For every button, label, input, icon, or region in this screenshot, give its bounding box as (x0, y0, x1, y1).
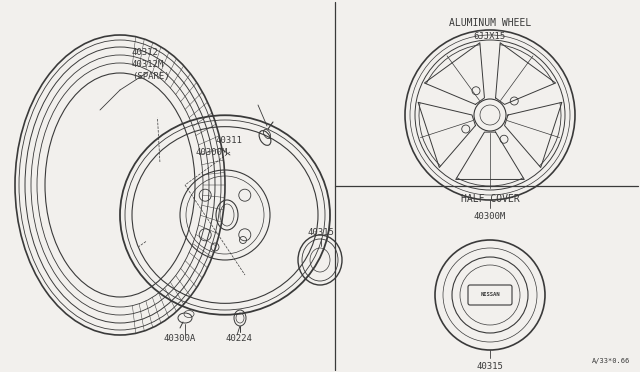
Text: 6JJX15: 6JJX15 (474, 32, 506, 41)
Text: 40312M: 40312M (132, 60, 164, 69)
FancyBboxPatch shape (468, 285, 512, 305)
Text: HALF COVER: HALF COVER (461, 194, 520, 204)
Text: ALUMINUM WHEEL: ALUMINUM WHEEL (449, 18, 531, 28)
Text: 40224: 40224 (225, 334, 252, 343)
Text: 40315: 40315 (477, 362, 504, 371)
Text: (SPARE): (SPARE) (132, 72, 170, 81)
Text: NISSAN: NISSAN (480, 292, 500, 298)
Text: 40300A: 40300A (163, 334, 195, 343)
Text: 40300M: 40300M (474, 212, 506, 221)
Text: 40315: 40315 (308, 228, 335, 237)
Text: 40300M: 40300M (195, 148, 227, 157)
Text: A/33*0.66: A/33*0.66 (592, 358, 630, 364)
Text: 40311: 40311 (215, 136, 242, 145)
Text: 40312: 40312 (132, 48, 159, 57)
